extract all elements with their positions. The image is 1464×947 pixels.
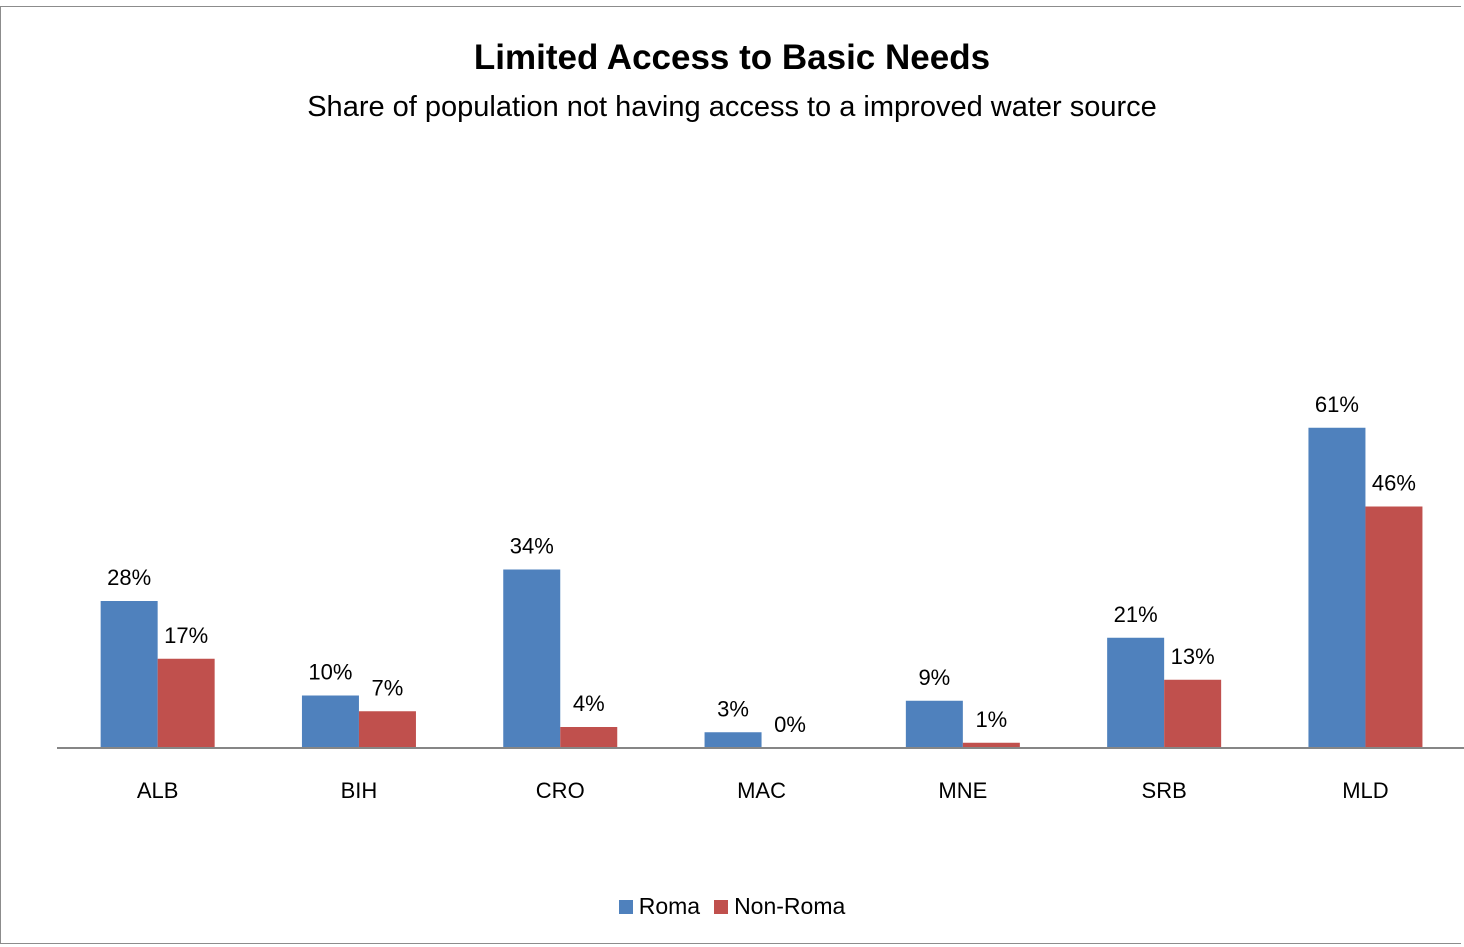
x-tick-label-bih: BIH [341, 778, 378, 803]
bar-roma-srb [1107, 637, 1165, 748]
data-label-roma-mne: 9% [918, 665, 950, 690]
data-label-non-roma-mne: 1% [975, 707, 1007, 732]
legend-label-roma: Roma [638, 893, 701, 919]
data-label-non-roma-mac: 0% [774, 712, 806, 737]
x-tick-label-cro: CRO [536, 778, 585, 803]
bar-non-roma-cro [560, 727, 618, 748]
bar-non-roma-mld [1365, 506, 1423, 748]
data-label-roma-mld: 61% [1315, 392, 1359, 417]
x-tick-label-mne: MNE [938, 778, 987, 803]
bar-roma-mac [704, 732, 762, 748]
data-label-non-roma-alb: 17% [164, 623, 208, 648]
bar-roma-alb [100, 601, 158, 748]
bar-non-roma-srb [1164, 679, 1222, 748]
legend-swatch-roma [618, 899, 633, 914]
bar-roma-bih [301, 695, 359, 748]
bar-roma-cro [503, 569, 561, 748]
data-label-roma-mac: 3% [717, 696, 749, 721]
data-label-non-roma-srb: 13% [1171, 644, 1215, 669]
data-label-roma-srb: 21% [1114, 602, 1158, 627]
bar-roma-mld [1308, 427, 1366, 748]
legend-item-roma: Roma [618, 893, 701, 920]
x-tick-label-srb: SRB [1142, 778, 1187, 803]
data-label-non-roma-bih: 7% [372, 675, 404, 700]
chart-title: Limited Access to Basic Needs [473, 38, 991, 77]
data-label-roma-cro: 34% [510, 534, 554, 559]
legend-label-non-roma: Non-Roma [734, 893, 846, 919]
x-tick-label-mac: MAC [737, 778, 786, 803]
bar-non-roma-mne [962, 742, 1020, 748]
bar-non-roma-bih [358, 711, 416, 748]
chart-subtitle: Share of population not having access to… [307, 91, 1157, 123]
legend-item-non-roma: Non-Roma [714, 893, 845, 920]
data-label-roma-bih: 10% [308, 660, 352, 685]
legend: Roma Non-Roma [0, 893, 1464, 920]
legend-swatch-non-roma [714, 899, 729, 914]
x-tick-label-alb: ALB [137, 778, 179, 803]
data-label-roma-alb: 28% [107, 565, 151, 590]
data-label-non-roma-cro: 4% [573, 691, 605, 716]
chart-frame [0, 6, 1461, 944]
data-label-non-roma-mld: 46% [1372, 471, 1416, 496]
bar-roma-mne [905, 700, 963, 748]
x-tick-label-mld: MLD [1342, 778, 1388, 803]
bar-non-roma-alb [157, 658, 215, 748]
